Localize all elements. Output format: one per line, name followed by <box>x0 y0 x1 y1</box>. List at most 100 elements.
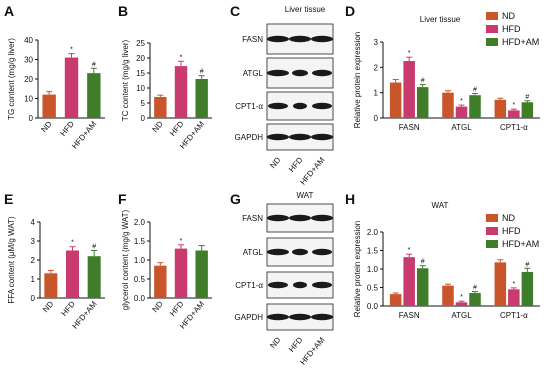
blot-band <box>267 214 289 222</box>
bar <box>521 271 534 306</box>
lane-label: HFD <box>287 155 305 174</box>
x-tick-label: ND <box>151 119 165 134</box>
blot-band <box>312 69 332 77</box>
bar <box>442 285 454 306</box>
y-tick-label: 0.0 <box>367 302 379 311</box>
blot-band <box>268 102 288 110</box>
bar <box>154 265 167 298</box>
y-tick-label: 1 <box>374 89 379 98</box>
bar <box>403 257 415 306</box>
significance-mark: * <box>408 247 411 254</box>
bar <box>455 106 468 118</box>
y-tick-label: 0 <box>31 294 36 303</box>
y-tick-label: 1.0 <box>367 265 379 274</box>
y-axis-label: Relative protein expression <box>353 221 362 318</box>
blot-band <box>267 133 289 141</box>
significance-mark: * <box>71 240 74 247</box>
bar <box>42 94 56 118</box>
x-tick-label: FASN <box>399 311 420 320</box>
blot-band <box>267 69 289 77</box>
blot-band <box>289 214 311 222</box>
x-tick-label: ND <box>151 299 165 314</box>
panel-letter: C <box>230 3 240 19</box>
y-tick-label: 20 <box>136 54 145 63</box>
bar <box>521 102 534 118</box>
panel-letter: D <box>345 3 355 19</box>
panel-letter: E <box>4 191 13 207</box>
y-tick-label: 1.5 <box>134 237 146 246</box>
blot-band <box>312 102 332 110</box>
significance-mark: * <box>460 98 463 105</box>
x-tick-label: ND <box>41 299 55 314</box>
significance-mark: # <box>473 285 477 292</box>
bar <box>64 57 79 118</box>
panel-letter: A <box>4 3 14 19</box>
legend-swatch <box>486 240 498 248</box>
x-tick-label: ATGL <box>451 311 472 320</box>
bar <box>494 262 507 306</box>
y-axis-label: TC content (mg/g liver) <box>121 39 130 121</box>
y-tick-label: 3 <box>374 38 379 47</box>
significance-mark: # <box>421 259 425 266</box>
bar <box>508 110 520 118</box>
y-tick-label: 5 <box>141 99 146 108</box>
legend-swatch <box>486 25 498 33</box>
panel-letter: G <box>230 191 241 207</box>
legend-swatch <box>486 12 498 20</box>
significance-mark: # <box>200 69 204 76</box>
significance-mark: * <box>460 294 463 301</box>
blot-band <box>289 133 311 141</box>
lane-label: ND <box>268 335 282 350</box>
significance-mark: * <box>512 102 515 109</box>
y-tick-label: 2 <box>374 63 379 72</box>
x-tick-label: CPT1-α <box>500 311 528 320</box>
bar <box>87 73 101 118</box>
y-tick-label: 0 <box>374 114 379 123</box>
x-tick-label: HFD <box>168 119 186 138</box>
panel-letter: H <box>345 191 355 207</box>
bar <box>469 293 481 306</box>
bar <box>403 61 415 118</box>
significance-mark: * <box>70 47 73 54</box>
bar <box>195 250 208 298</box>
bar <box>44 273 58 298</box>
y-tick-label: 0 <box>141 114 146 123</box>
blot-title: WAT <box>297 191 314 200</box>
legend-label: HFD <box>502 24 521 34</box>
bar <box>389 294 402 306</box>
blot-band <box>311 133 333 141</box>
blot-title: Liver tissue <box>285 5 326 14</box>
blot-band <box>293 281 307 289</box>
legend-label: ND <box>502 213 515 223</box>
protein-label: CPT1-α <box>235 102 263 111</box>
blot-band <box>292 248 308 256</box>
lane-label: HFD <box>287 335 305 354</box>
x-tick-label: ATGL <box>451 123 472 132</box>
y-tick-label: 0.0 <box>134 294 146 303</box>
y-tick-label: 1.0 <box>134 256 146 265</box>
bar <box>508 289 520 306</box>
y-tick-label: 40 <box>24 36 33 45</box>
protein-label: ATGL <box>243 69 264 78</box>
y-tick-label: 2.0 <box>134 218 146 227</box>
y-tick-label: 2.0 <box>367 228 379 237</box>
significance-mark: # <box>473 86 477 93</box>
x-tick-label: HFD <box>168 299 186 318</box>
y-axis-label: FFA content (μM/g WAT) <box>7 216 16 304</box>
y-tick-label: 0.5 <box>134 275 146 284</box>
bar <box>174 66 188 118</box>
protein-label: FASN <box>242 35 263 44</box>
chart-title: Liver tissue <box>420 15 461 24</box>
legend-label: HFD+AM <box>502 239 539 249</box>
chart-title: WAT <box>432 201 449 210</box>
y-tick-label: 0 <box>29 114 34 123</box>
y-tick-label: 2 <box>31 256 36 265</box>
bar <box>66 250 79 298</box>
legend-label: HFD <box>502 226 521 236</box>
y-tick-label: 0.5 <box>367 284 379 293</box>
legend-label: ND <box>502 11 515 21</box>
bar <box>494 99 507 118</box>
significance-mark: # <box>525 94 529 101</box>
panel-letter: F <box>118 191 127 207</box>
